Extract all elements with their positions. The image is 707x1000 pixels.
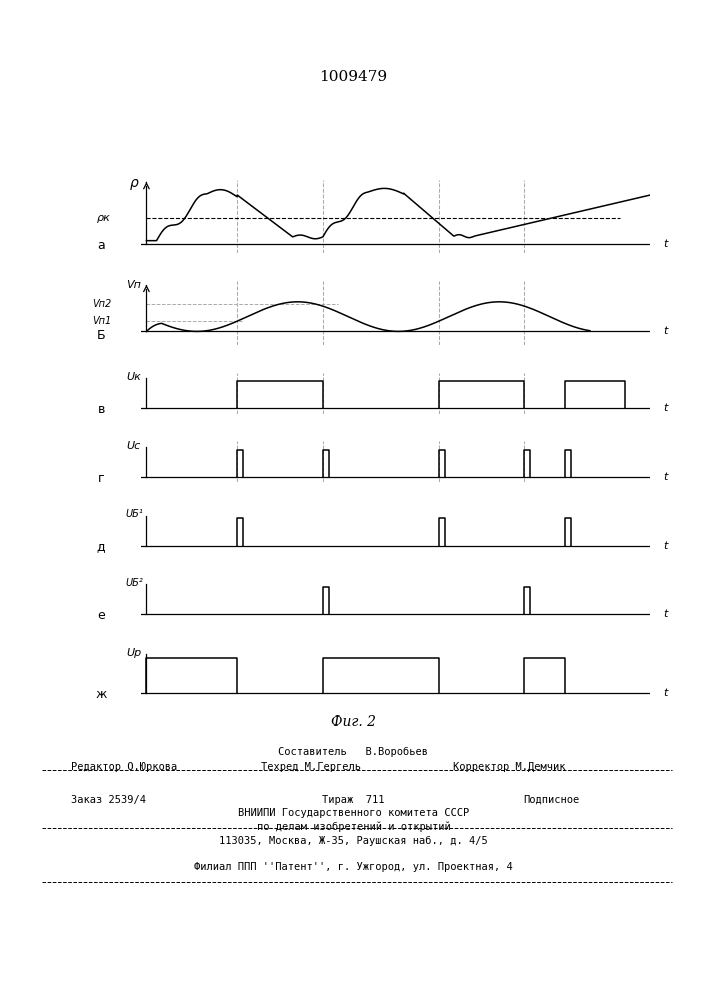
Text: ρ: ρ (129, 176, 138, 190)
Text: Vп2: Vп2 (92, 299, 111, 309)
Text: Заказ 2539/4: Заказ 2539/4 (71, 795, 146, 805)
Text: t: t (663, 609, 667, 619)
Text: UБ¹: UБ¹ (125, 509, 143, 519)
Text: ж: ж (95, 688, 107, 701)
Text: UБ²: UБ² (125, 578, 143, 588)
Text: е: е (97, 609, 105, 622)
Text: Корректор М.Демчик: Корректор М.Демчик (453, 762, 566, 772)
Text: Техред М.Гергель: Техред М.Гергель (261, 762, 361, 772)
Text: 1009479: 1009479 (320, 70, 387, 84)
Text: Vп1: Vп1 (92, 316, 111, 326)
Text: Тираж  711: Тираж 711 (322, 795, 385, 805)
Text: Составитель   В.Воробьев: Составитель В.Воробьев (279, 747, 428, 757)
Text: д: д (97, 540, 105, 553)
Text: Uк: Uк (127, 372, 141, 382)
Text: t: t (663, 472, 667, 482)
Text: t: t (663, 403, 667, 413)
Text: Подписное: Подписное (523, 795, 580, 805)
Text: Uр: Uр (127, 648, 141, 658)
Text: ВНИИПИ Государственного комитета СССР: ВНИИПИ Государственного комитета СССР (238, 808, 469, 818)
Text: t: t (663, 541, 667, 551)
Text: Филиал ППП ''Патент'', г. Ужгород, ул. Проектная, 4: Филиал ППП ''Патент'', г. Ужгород, ул. П… (194, 862, 513, 872)
Text: Vп: Vп (127, 280, 141, 290)
Text: Uс: Uс (127, 441, 141, 451)
Text: г: г (98, 472, 105, 485)
Text: a: a (97, 239, 105, 252)
Text: в: в (98, 403, 105, 416)
Text: Фиг. 2: Фиг. 2 (331, 715, 376, 729)
Text: по делам изобретений и открытий: по делам изобретений и открытий (257, 822, 450, 832)
Text: Б: Б (97, 329, 105, 342)
Text: t: t (663, 239, 667, 249)
Text: t: t (663, 326, 667, 336)
Text: t: t (663, 688, 667, 698)
Text: ρк: ρк (98, 213, 111, 223)
Text: Редактор О.Юркова: Редактор О.Юркова (71, 762, 177, 772)
Text: 113035, Москва, Ж-35, Раушская наб., д. 4/5: 113035, Москва, Ж-35, Раушская наб., д. … (219, 836, 488, 846)
